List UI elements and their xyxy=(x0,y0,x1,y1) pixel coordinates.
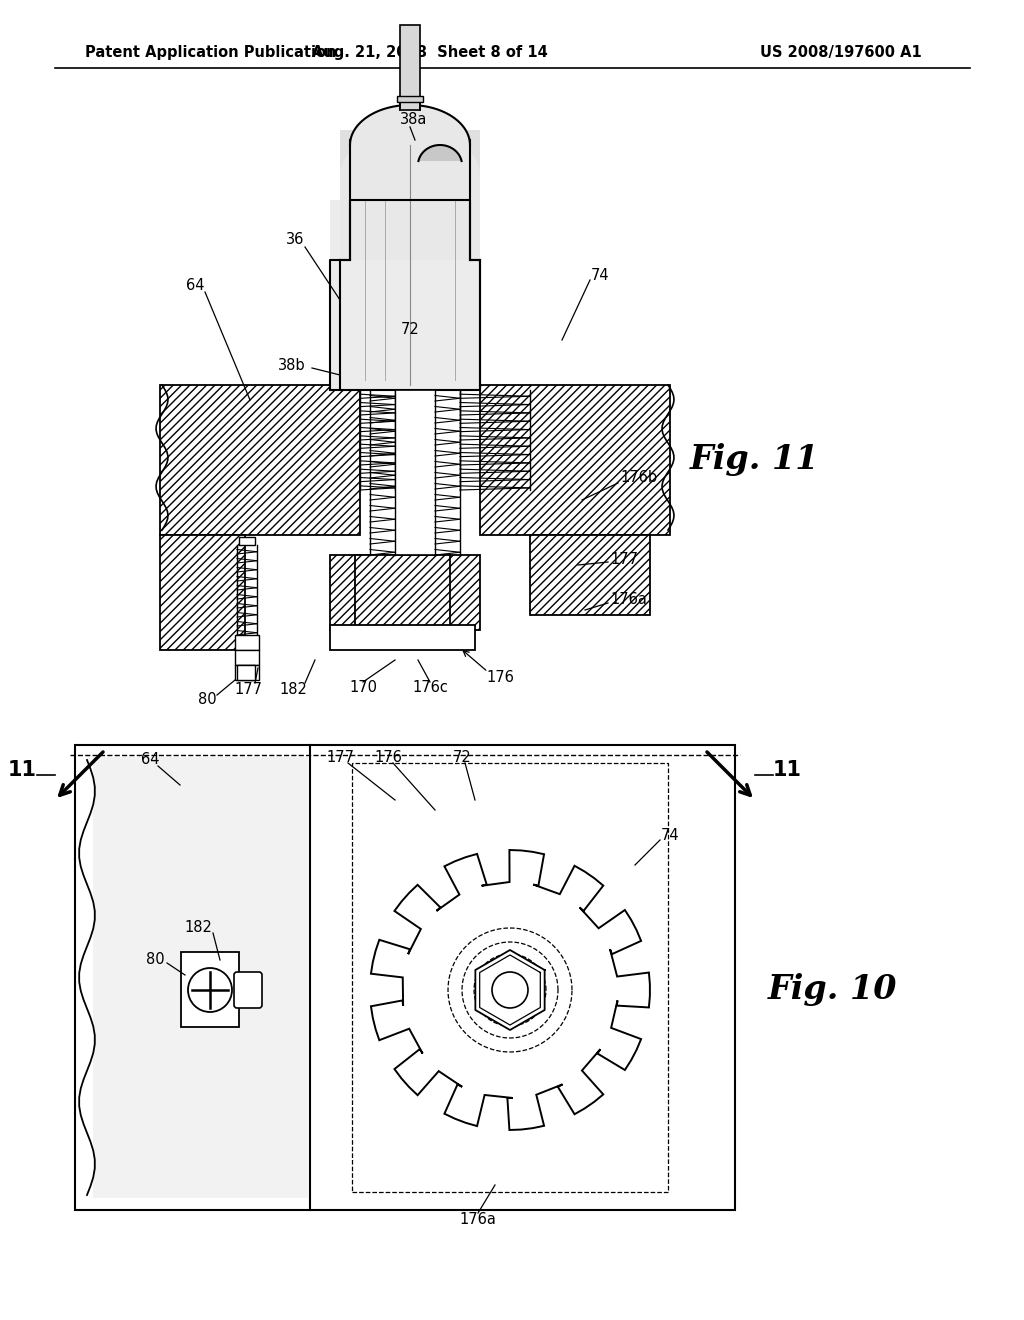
Text: 11: 11 xyxy=(8,760,37,780)
Text: 170: 170 xyxy=(349,681,377,696)
Text: Fig. 11: Fig. 11 xyxy=(690,444,819,477)
Bar xyxy=(75,744,735,1210)
Bar xyxy=(355,554,450,640)
Text: Aug. 21, 2008  Sheet 8 of 14: Aug. 21, 2008 Sheet 8 of 14 xyxy=(312,45,548,59)
Bar xyxy=(480,385,670,535)
Text: 11: 11 xyxy=(773,760,802,780)
Circle shape xyxy=(492,972,528,1008)
Bar xyxy=(234,635,259,649)
Text: 74: 74 xyxy=(660,828,679,842)
Text: 72: 72 xyxy=(400,322,420,338)
Bar xyxy=(93,756,308,1199)
Text: 64: 64 xyxy=(140,752,160,767)
Text: 176b: 176b xyxy=(620,470,657,486)
Text: 177: 177 xyxy=(234,682,262,697)
Bar xyxy=(181,952,239,1027)
Text: US 2008/197600 A1: US 2008/197600 A1 xyxy=(760,45,922,59)
Text: Patent Application Publication: Patent Application Publication xyxy=(85,45,337,59)
Bar xyxy=(234,665,259,680)
Bar xyxy=(352,763,668,1192)
Bar xyxy=(160,535,245,649)
Text: 64: 64 xyxy=(185,277,204,293)
Text: 176: 176 xyxy=(486,671,514,685)
Polygon shape xyxy=(475,950,545,1030)
Bar xyxy=(397,96,423,102)
Text: 176a: 176a xyxy=(460,1213,497,1228)
Text: 74: 74 xyxy=(591,268,609,282)
Text: 36: 36 xyxy=(286,232,304,248)
Text: 177: 177 xyxy=(610,553,638,568)
Polygon shape xyxy=(340,129,480,260)
Text: 176a: 176a xyxy=(610,593,647,607)
Text: Fig. 10: Fig. 10 xyxy=(768,974,897,1006)
Text: 182: 182 xyxy=(184,920,212,936)
Polygon shape xyxy=(371,850,650,1130)
Bar xyxy=(239,537,255,545)
Text: 38a: 38a xyxy=(400,112,427,128)
Text: 38b: 38b xyxy=(279,358,306,372)
Bar xyxy=(330,624,475,649)
Bar xyxy=(395,389,435,554)
Text: 80: 80 xyxy=(198,693,216,708)
Text: 72: 72 xyxy=(453,751,471,766)
Bar xyxy=(237,665,255,680)
Polygon shape xyxy=(419,145,462,161)
FancyBboxPatch shape xyxy=(234,972,262,1008)
Text: 176: 176 xyxy=(374,751,402,766)
Polygon shape xyxy=(350,106,470,145)
Bar xyxy=(400,25,420,110)
Bar xyxy=(160,385,360,535)
Text: 80: 80 xyxy=(145,953,164,968)
Polygon shape xyxy=(330,201,480,389)
Text: 176c: 176c xyxy=(412,681,447,696)
Text: 182: 182 xyxy=(280,682,307,697)
Bar xyxy=(530,535,650,615)
Polygon shape xyxy=(350,140,470,260)
Polygon shape xyxy=(479,954,541,1026)
Bar xyxy=(234,649,259,665)
Text: 177: 177 xyxy=(326,751,354,766)
Circle shape xyxy=(188,968,232,1012)
Bar xyxy=(330,554,480,630)
